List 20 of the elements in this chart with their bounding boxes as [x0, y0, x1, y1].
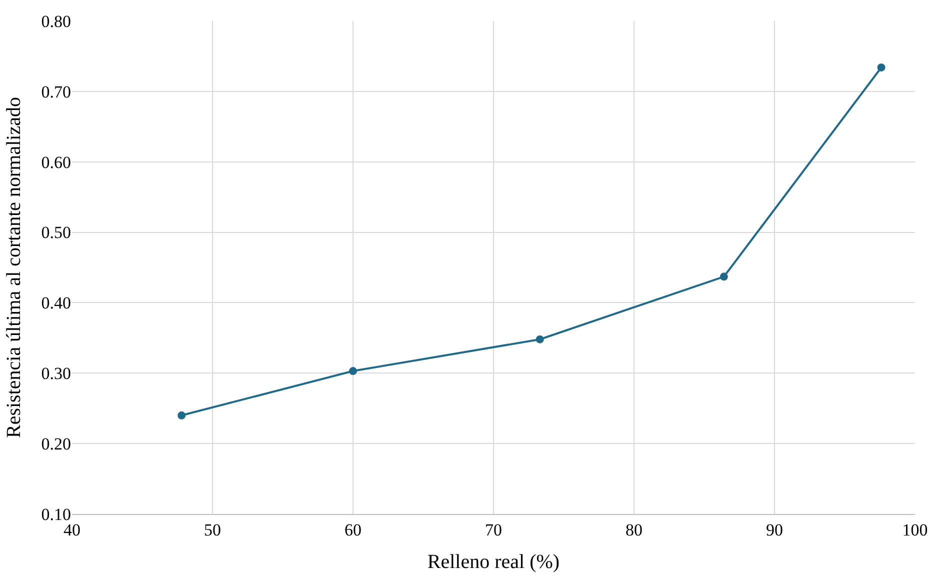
x-tick-label: 100: [902, 520, 928, 540]
x-tick-label: 50: [204, 520, 221, 540]
point: [349, 367, 357, 376]
y-tick-label: 0.20: [41, 434, 71, 454]
y-axis-title: Resistencia última al cortante normalizado: [2, 97, 25, 438]
y-tick-label: 0.80: [41, 12, 71, 31]
y-tick-label: 0.70: [41, 82, 71, 102]
y-tick-label: 0.50: [41, 223, 71, 242]
x-tick-label: 80: [626, 520, 642, 540]
point: [877, 63, 886, 72]
point: [178, 411, 186, 420]
y-tick-label: 0.40: [41, 294, 71, 313]
point: [720, 272, 728, 281]
x-tick-label: 60: [344, 520, 362, 540]
point: [536, 335, 544, 344]
x-tick-label: 90: [766, 520, 783, 540]
y-tick-label: 0.60: [41, 152, 71, 172]
x-axis-title: Relleno real (%): [427, 550, 560, 573]
y-tick-label: 0.30: [41, 364, 71, 384]
x-tick-label: 70: [485, 520, 502, 540]
